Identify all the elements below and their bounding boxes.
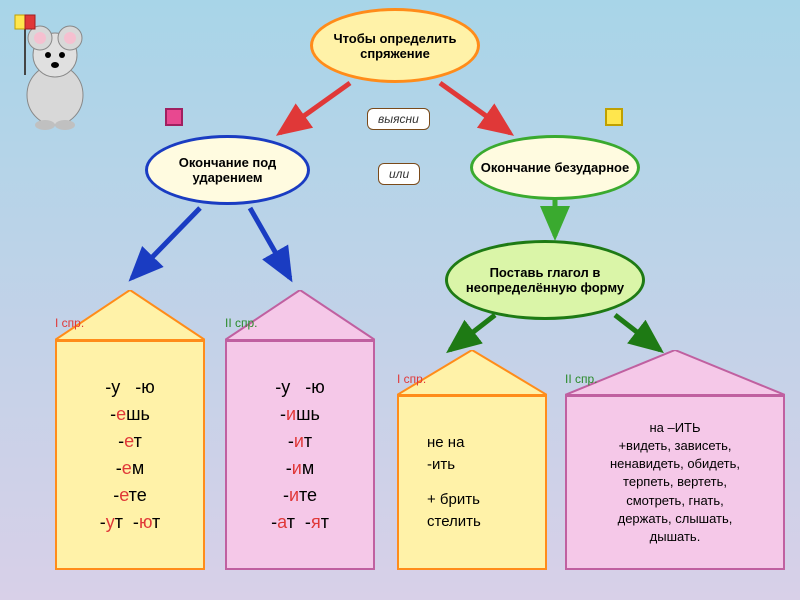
arrow-right-inf (540, 198, 570, 243)
house-3-body: не на -ить + брить стелить (397, 395, 547, 570)
marker-right (605, 108, 623, 126)
arrow-left-h1 (120, 200, 210, 290)
mouse-mascot (10, 10, 100, 130)
marker-left (165, 108, 183, 126)
house-4-roof-label: II спр. (565, 372, 785, 386)
house-1: I спр. -у -ю -ешь -ет -ем -ете -ут -ют (55, 290, 205, 580)
ellipse-right-text: Окончание безударное (481, 160, 629, 175)
house-1-roof (55, 290, 205, 340)
arrow-left-h2 (240, 200, 310, 290)
house-3-roof-label: I спр. (397, 372, 547, 386)
house-1-roof-label: I спр. (55, 316, 205, 330)
house-4: II спр. на –ИТЬ +видеть, зависеть, ненав… (565, 350, 785, 580)
ellipse-top-text: Чтобы определить спряжение (318, 31, 472, 61)
house-2: II спр. -у -ю -ишь -ит -им -ите -ат -ят (225, 290, 375, 580)
ellipse-infinitive-text: Поставь глагол в неопределённую форму (453, 265, 637, 295)
house-2-roof (225, 290, 375, 340)
ellipse-left: Окончание под ударением (145, 135, 310, 205)
ellipse-top: Чтобы определить спряжение (310, 8, 480, 83)
arrow-top-left (270, 75, 360, 145)
ellipse-infinitive: Поставь глагол в неопределённую форму (445, 240, 645, 320)
arrow-top-right (430, 75, 520, 145)
house-2-roof-label: II спр. (225, 316, 375, 330)
house-4-body: на –ИТЬ +видеть, зависеть, ненавидеть, о… (565, 395, 785, 570)
house-2-body: -у -ю -ишь -ит -им -ите -ат -ят (225, 340, 375, 570)
house-1-body: -у -ю -ешь -ет -ем -ете -ут -ют (55, 340, 205, 570)
ellipse-left-text: Окончание под ударением (153, 155, 302, 185)
label-ili: или (378, 163, 420, 185)
label-vyjasni: выясни (367, 108, 430, 130)
house-3: I спр. не на -ить + брить стелить (397, 350, 547, 580)
